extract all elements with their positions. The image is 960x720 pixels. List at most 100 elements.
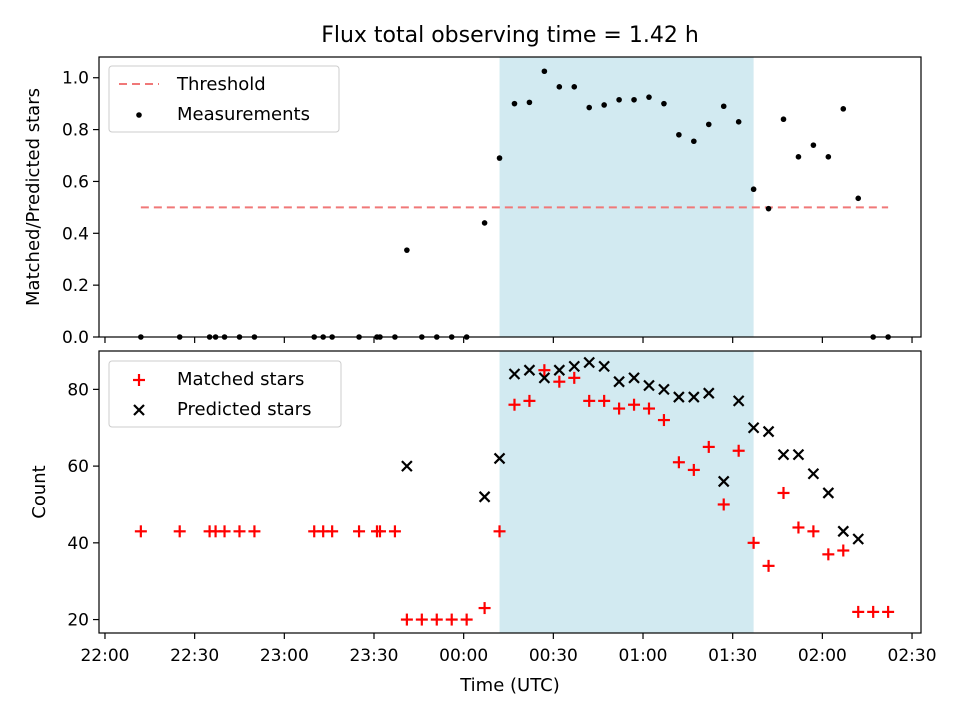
matched-star-point xyxy=(400,613,413,626)
matched-star-point xyxy=(822,548,835,561)
measurement-point xyxy=(556,84,563,90)
legend-matched-swatch xyxy=(133,374,145,386)
bottom-x-ticks: 22:00 22:30 23:00 23:30 00:00 00:30 01:00 01:30… xyxy=(80,633,937,666)
x-tick-label: 01:00 xyxy=(619,646,668,666)
measurement-point xyxy=(496,155,503,161)
predicted-star-point xyxy=(523,364,536,376)
bottom-legend-box xyxy=(108,360,342,428)
measurement-point xyxy=(511,100,518,107)
predicted-star-point xyxy=(478,491,491,503)
measurement-point xyxy=(571,84,578,90)
measurement-point xyxy=(840,106,847,112)
matched-star-point xyxy=(248,525,261,538)
matched-star-point xyxy=(373,525,386,538)
predicted-star-point xyxy=(658,383,670,396)
predicted-star-point xyxy=(598,360,610,373)
matched-star-point xyxy=(233,525,246,538)
predicted-star-point xyxy=(807,467,820,480)
matched-star-point xyxy=(777,486,790,499)
top-axes-frame xyxy=(98,56,922,338)
chart-title: Flux total observing time = 1.42 h xyxy=(321,23,699,48)
measurement-point xyxy=(661,100,667,107)
measurement-point xyxy=(676,131,682,138)
matched-star-point xyxy=(852,605,865,618)
matched-star-point xyxy=(762,559,775,572)
matched-star-point xyxy=(538,364,551,377)
predicted-star-point xyxy=(792,448,805,461)
matched-star-point xyxy=(732,444,745,457)
x-tick-label: 22:30 xyxy=(170,646,219,666)
predicted-star-point xyxy=(583,356,595,369)
matched-star-point xyxy=(568,371,581,384)
top-shaded-interval xyxy=(499,57,754,337)
matched-star-point xyxy=(867,605,880,618)
measurement-point xyxy=(765,205,772,212)
measurement-point xyxy=(586,104,593,111)
measurement-point xyxy=(691,138,697,145)
measurement-point xyxy=(750,186,757,193)
predicted-star-point xyxy=(493,452,506,465)
matched-star-point xyxy=(415,613,428,626)
predicted-star-point xyxy=(673,391,685,403)
x-tick-label: 02:30 xyxy=(888,646,937,666)
matched-star-point xyxy=(613,402,626,415)
measurement-point xyxy=(720,103,727,110)
matched-star-point xyxy=(523,394,536,407)
measurement-point xyxy=(825,154,832,160)
measurement-point xyxy=(646,94,652,100)
measurement-point xyxy=(855,195,862,202)
measurement-point xyxy=(810,142,817,148)
measurement-point xyxy=(601,102,607,108)
bottom-legend: Matched stars Predicted stars xyxy=(108,360,342,428)
predicted-star-point xyxy=(508,368,521,380)
top-y-ticks: 0.0 0.2 0.4 0.6 0.8 1.0 xyxy=(62,69,99,348)
matched-star-point xyxy=(807,525,820,538)
matched-star-point xyxy=(326,525,339,538)
bottom-y-ticks: 20 40 60 80 xyxy=(67,380,99,631)
matched-star-point xyxy=(478,602,491,615)
measurement-point xyxy=(735,119,742,125)
matched-star-point xyxy=(430,613,443,626)
measurement-point xyxy=(481,220,488,226)
matched-star-point xyxy=(792,521,805,534)
matched-star-point xyxy=(218,525,231,538)
bottom-y-tick-label: 40 xyxy=(67,534,89,554)
predicted-star-point xyxy=(822,487,835,499)
matched-star-point xyxy=(837,544,850,557)
top-legend-box xyxy=(108,65,340,133)
measurement-point xyxy=(631,96,637,103)
legend-measurements-swatch xyxy=(136,112,142,118)
legend-matched-label: Matched stars xyxy=(177,369,304,390)
predicted-star-point xyxy=(732,395,745,407)
bottom-panel: 20 40 60 80 22:00 22:30 23:00 23:30 00:00 00:30 0… xyxy=(29,350,937,696)
matched-star-point xyxy=(388,525,401,538)
measurement-points xyxy=(138,68,891,340)
measurement-point xyxy=(526,99,533,106)
predicted-star-point xyxy=(747,421,760,434)
legend-predicted-label: Predicted stars xyxy=(177,399,311,420)
measurement-point xyxy=(541,68,548,75)
top-y-tick-label: 0.6 xyxy=(62,172,89,192)
x-tick-label: 22:00 xyxy=(80,646,129,666)
x-tick-label: 00:30 xyxy=(529,646,578,666)
matched-star-point xyxy=(657,414,670,427)
bottom-y-axis-label: Count xyxy=(29,465,50,518)
bottom-axes-frame xyxy=(98,350,922,634)
matched-star-point xyxy=(702,440,715,453)
matched-star-point xyxy=(882,605,895,618)
matched-star-point xyxy=(173,525,186,538)
matched-star-point xyxy=(672,456,685,469)
x-tick-label: 02:00 xyxy=(798,646,847,666)
predicted-star-point xyxy=(837,525,850,538)
predicted-star-point xyxy=(717,475,730,488)
predicted-star-point xyxy=(568,360,581,373)
measurement-point xyxy=(404,247,410,253)
legend-predicted-swatch xyxy=(133,404,145,416)
top-y-tick-label: 0.4 xyxy=(62,224,89,244)
matched-star-point xyxy=(553,375,566,388)
matched-star-point xyxy=(583,394,596,407)
bottom-y-tick-label: 80 xyxy=(67,380,89,400)
bottom-y-tick-label: 60 xyxy=(67,457,89,477)
predicted-star-point xyxy=(762,425,775,438)
matched-star-point xyxy=(445,613,458,626)
